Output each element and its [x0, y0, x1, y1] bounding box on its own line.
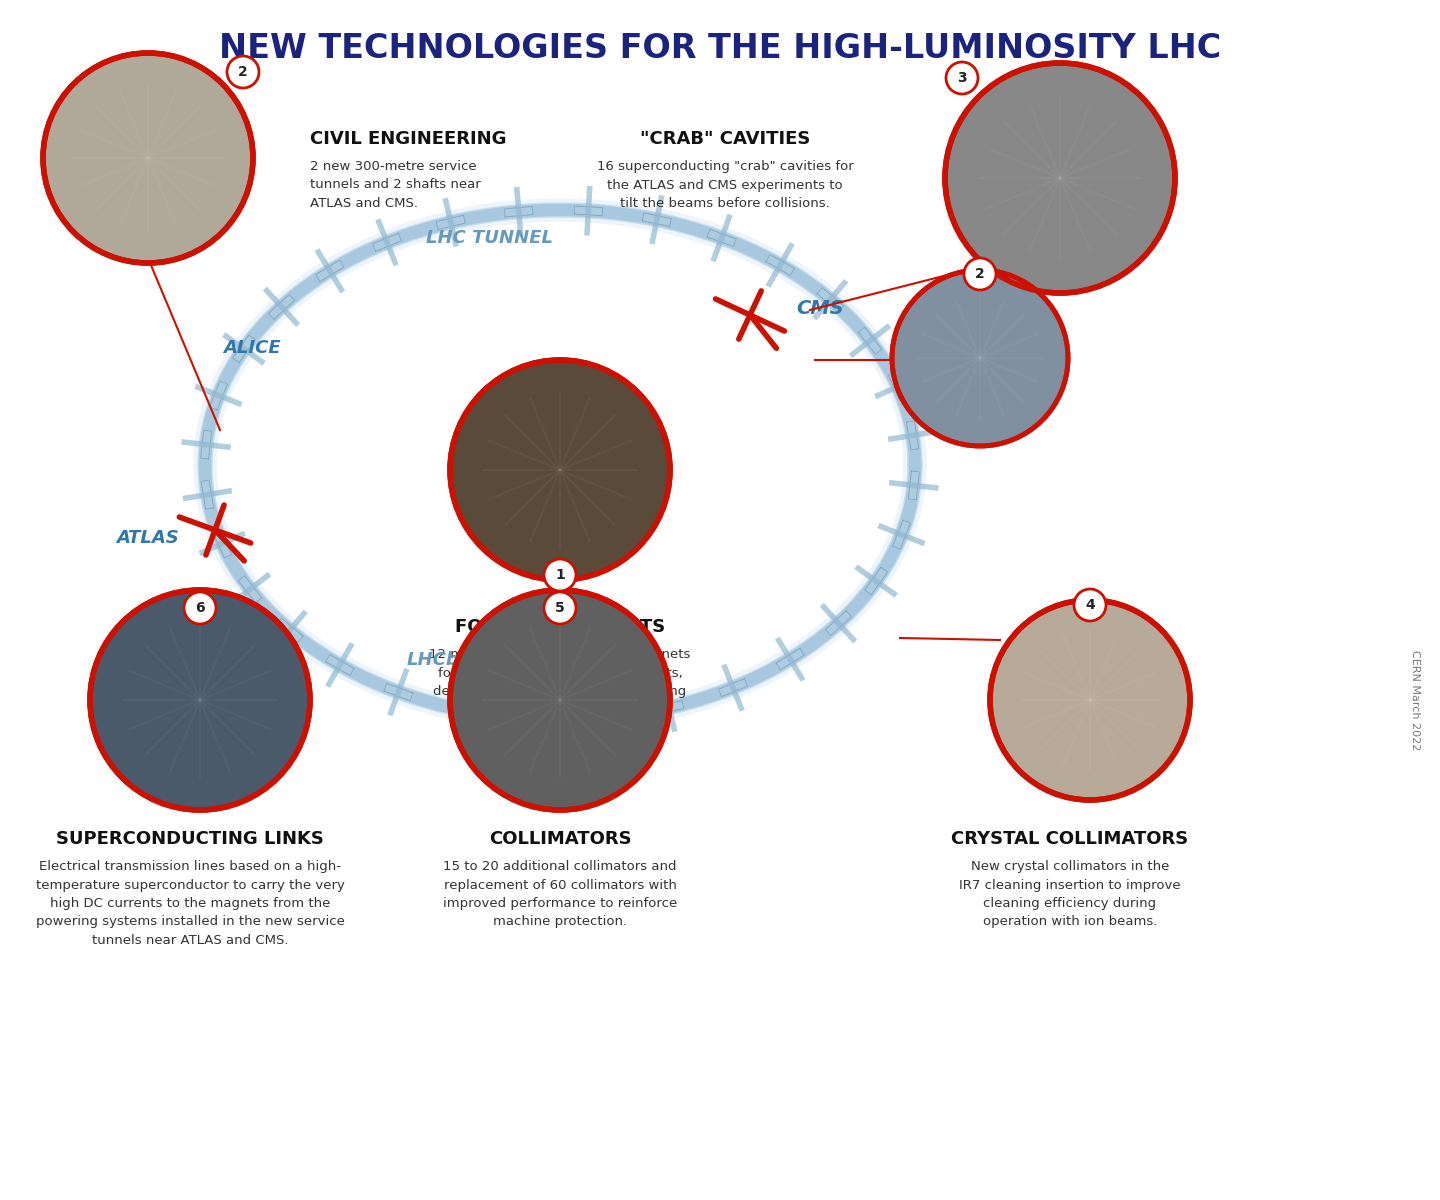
Polygon shape	[766, 254, 795, 275]
Text: New crystal collimators in the
IR7 cleaning insertion to improve
cleaning effici: New crystal collimators in the IR7 clean…	[959, 860, 1181, 929]
Polygon shape	[575, 206, 602, 216]
Polygon shape	[588, 713, 615, 724]
Polygon shape	[315, 260, 344, 282]
Text: 12 more powerful quadrupole magnets
for the ATLAS and CMS experiments,
designed : 12 more powerful quadrupole magnets for …	[429, 648, 691, 716]
Text: FOCUSING MAGNETS: FOCUSING MAGNETS	[455, 618, 665, 636]
Polygon shape	[655, 701, 684, 715]
Text: 2 new 300-metre service
tunnels and 2 shafts near
ATLAS and CMS.: 2 new 300-metre service tunnels and 2 sh…	[310, 160, 481, 210]
Polygon shape	[238, 576, 262, 602]
Text: 6: 6	[196, 601, 204, 614]
Circle shape	[1074, 589, 1106, 622]
Text: ATLAS: ATLAS	[117, 529, 180, 547]
Circle shape	[544, 592, 576, 624]
Polygon shape	[776, 648, 804, 670]
Text: 4: 4	[1086, 598, 1094, 612]
Text: 2: 2	[238, 65, 248, 79]
Circle shape	[449, 360, 670, 580]
Text: LHCb: LHCb	[406, 650, 459, 670]
Polygon shape	[202, 480, 213, 509]
Circle shape	[89, 590, 310, 810]
Polygon shape	[719, 679, 747, 696]
Polygon shape	[504, 206, 533, 217]
Text: 5: 5	[556, 601, 564, 614]
Text: SUPERCONDUCTING LINKS: SUPERCONDUCTING LINKS	[56, 830, 324, 848]
Polygon shape	[909, 472, 919, 499]
Polygon shape	[707, 229, 736, 246]
Polygon shape	[893, 520, 910, 550]
Polygon shape	[449, 703, 478, 718]
Polygon shape	[864, 568, 887, 595]
Text: "CRAB" CAVITIES: "CRAB" CAVITIES	[639, 130, 811, 148]
Polygon shape	[436, 215, 465, 229]
Polygon shape	[384, 684, 413, 701]
Circle shape	[228, 56, 259, 88]
Circle shape	[544, 559, 576, 590]
Polygon shape	[517, 714, 546, 724]
Polygon shape	[200, 431, 212, 458]
Polygon shape	[373, 234, 402, 251]
Circle shape	[43, 53, 253, 263]
Text: ALICE: ALICE	[223, 338, 281, 358]
Text: LHC TUNNEL: LHC TUNNEL	[426, 229, 553, 247]
Polygon shape	[325, 655, 354, 676]
Polygon shape	[816, 288, 844, 312]
Text: CMS: CMS	[796, 299, 844, 318]
Text: 16 superconducting "crab" cavities for
the ATLAS and CMS experiments to
tilt the: 16 superconducting "crab" cavities for t…	[596, 160, 854, 210]
Polygon shape	[268, 294, 295, 319]
Circle shape	[963, 258, 996, 290]
Circle shape	[991, 600, 1189, 800]
Polygon shape	[825, 611, 851, 636]
Circle shape	[449, 590, 670, 810]
Circle shape	[946, 62, 978, 94]
Circle shape	[184, 592, 216, 624]
Text: Electrical transmission lines based on a high-
temperature superconductor to car: Electrical transmission lines based on a…	[36, 860, 344, 947]
Polygon shape	[213, 529, 232, 558]
Text: CERN March 2022: CERN March 2022	[1410, 650, 1420, 750]
Text: CIVIL ENGINEERING: CIVIL ENGINEERING	[310, 130, 507, 148]
Polygon shape	[210, 380, 228, 410]
Polygon shape	[858, 328, 881, 354]
Polygon shape	[906, 421, 919, 450]
Text: 1: 1	[556, 568, 564, 582]
Polygon shape	[232, 335, 255, 362]
Text: 2: 2	[975, 266, 985, 281]
Text: CRYSTAL COLLIMATORS: CRYSTAL COLLIMATORS	[952, 830, 1188, 848]
Circle shape	[891, 270, 1068, 446]
Polygon shape	[888, 372, 907, 401]
Circle shape	[945, 62, 1175, 293]
Text: COLLIMATORS: COLLIMATORS	[488, 830, 631, 848]
Polygon shape	[276, 618, 302, 642]
Text: 15 to 20 additional collimators and
replacement of 60 collimators with
improved : 15 to 20 additional collimators and repl…	[444, 860, 677, 929]
Text: NEW TECHNOLOGIES FOR THE HIGH-LUMINOSITY LHC: NEW TECHNOLOGIES FOR THE HIGH-LUMINOSITY…	[219, 31, 1221, 65]
Polygon shape	[642, 212, 671, 227]
Text: 3: 3	[958, 71, 966, 85]
